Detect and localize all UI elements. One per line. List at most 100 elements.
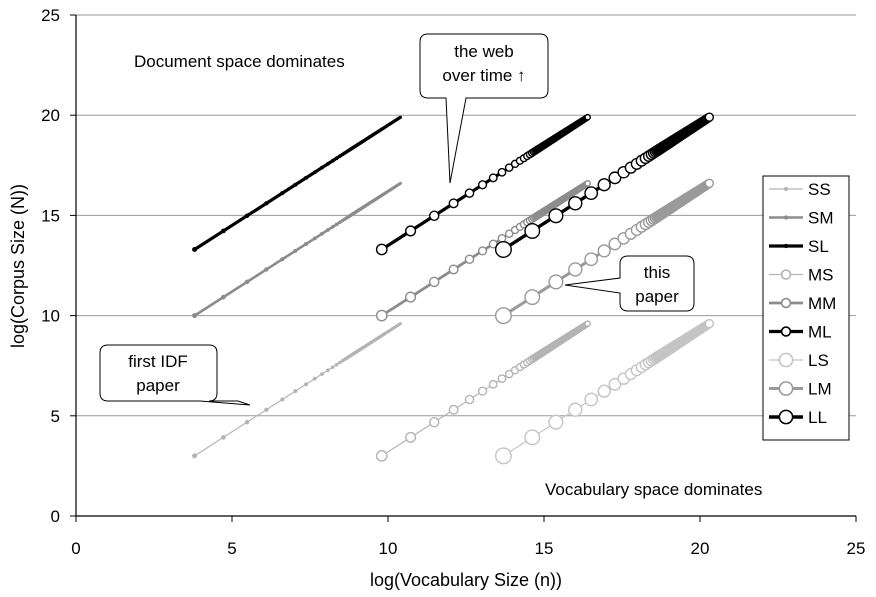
callout-paper-line-2: paper <box>635 287 679 306</box>
legend-item-SL: SL <box>769 237 829 256</box>
callout-idf-bubble <box>99 344 251 406</box>
point-SM <box>338 220 342 225</box>
point-ML <box>497 167 507 177</box>
legend-label: SS <box>808 180 831 199</box>
series-SL <box>192 115 402 252</box>
point-LS <box>584 392 599 407</box>
x-tick-label: 0 <box>71 539 80 558</box>
point-ML <box>488 173 498 183</box>
series-layer <box>192 112 715 465</box>
legend-swatch-marker <box>783 186 789 192</box>
point-ML <box>584 113 591 121</box>
point-SM <box>280 257 285 262</box>
legend-swatch-marker <box>780 297 792 309</box>
point-SS <box>192 453 198 459</box>
point-SL <box>304 175 308 180</box>
legend-swatch-marker <box>778 409 794 425</box>
callout-idf-line-1: first IDF <box>128 352 188 371</box>
point-SL <box>330 158 335 163</box>
point-LM <box>584 252 599 267</box>
point-SM <box>304 242 308 246</box>
legend-swatch-marker <box>778 352 794 368</box>
point-LL <box>608 171 622 185</box>
point-MM <box>584 180 591 187</box>
point-SL <box>338 154 342 158</box>
legend-label: LM <box>808 380 832 399</box>
x-axis-title: log(Vocabulary Size (n)) <box>370 570 562 590</box>
callout-web-bubble <box>419 33 549 184</box>
x-tick-label: 5 <box>227 539 236 558</box>
point-MS <box>428 416 440 428</box>
point-LM <box>608 237 622 251</box>
series-LL <box>494 112 715 258</box>
axes <box>75 15 856 517</box>
point-LM <box>597 244 611 258</box>
point-MS <box>405 431 417 443</box>
legend-label: MS <box>808 266 834 285</box>
callout-this-paper: this paper <box>564 255 695 312</box>
x-tick-label: 25 <box>847 539 866 558</box>
point-ML <box>477 180 488 190</box>
callout-web-line-2: over time ↑ <box>442 66 525 85</box>
series-MS <box>375 320 591 462</box>
point-LS <box>494 447 512 465</box>
grid <box>76 14 856 417</box>
point-SL <box>264 201 269 206</box>
point-SL <box>280 191 285 196</box>
point-LM <box>548 274 564 290</box>
point-ML <box>464 188 475 198</box>
point-LL <box>494 240 512 258</box>
x-tick-label: 20 <box>691 539 710 558</box>
point-SL <box>192 246 198 252</box>
point-MS <box>504 369 514 379</box>
y-tick-label: 25 <box>41 6 60 25</box>
legend-label: LL <box>808 408 827 427</box>
point-ML <box>448 198 459 209</box>
point-SL <box>293 182 298 187</box>
legend: SS SM SL MS MM ML LS LM LL <box>762 175 850 441</box>
point-SL <box>320 165 324 170</box>
point-SM <box>326 228 330 232</box>
y-tick-label: 5 <box>51 407 60 426</box>
point-SM <box>293 248 298 253</box>
x-tick-marks <box>75 516 857 522</box>
point-MM <box>448 264 459 275</box>
point-SM <box>334 222 339 227</box>
point-SL <box>221 228 226 234</box>
series-MM <box>375 180 591 322</box>
point-LS <box>597 384 611 398</box>
point-SM <box>330 225 335 229</box>
point-SS <box>326 368 330 373</box>
point-SM <box>398 181 402 185</box>
point-SS <box>398 322 402 326</box>
point-SM <box>244 279 250 285</box>
point-LM <box>524 289 541 306</box>
point-MM <box>504 229 514 239</box>
point-SS <box>264 407 269 412</box>
point-SL <box>312 170 317 175</box>
legend-item-LL: LL <box>769 408 827 427</box>
point-SL <box>244 213 250 219</box>
series-LM <box>494 178 715 325</box>
legend-item-LM: LM <box>769 380 832 399</box>
point-LL <box>524 222 541 239</box>
point-SS <box>304 382 308 387</box>
callout-paper-bubble <box>564 255 695 312</box>
legend-label: SL <box>808 237 829 256</box>
series-SS <box>192 322 402 459</box>
point-SS <box>293 389 298 394</box>
legend-swatch-marker <box>780 269 792 280</box>
point-SS <box>221 435 226 440</box>
point-SS <box>244 419 250 425</box>
point-LS <box>704 318 715 329</box>
legend-swatch-marker <box>783 243 789 249</box>
y-tick-label: 10 <box>41 307 60 326</box>
point-LM <box>568 262 583 277</box>
callout-web-over-time: the web over time ↑ <box>419 33 549 184</box>
point-LM <box>494 307 512 325</box>
legend-label: MM <box>808 294 836 313</box>
point-SS <box>312 376 317 381</box>
point-SM <box>192 313 198 319</box>
point-MM <box>375 309 388 322</box>
